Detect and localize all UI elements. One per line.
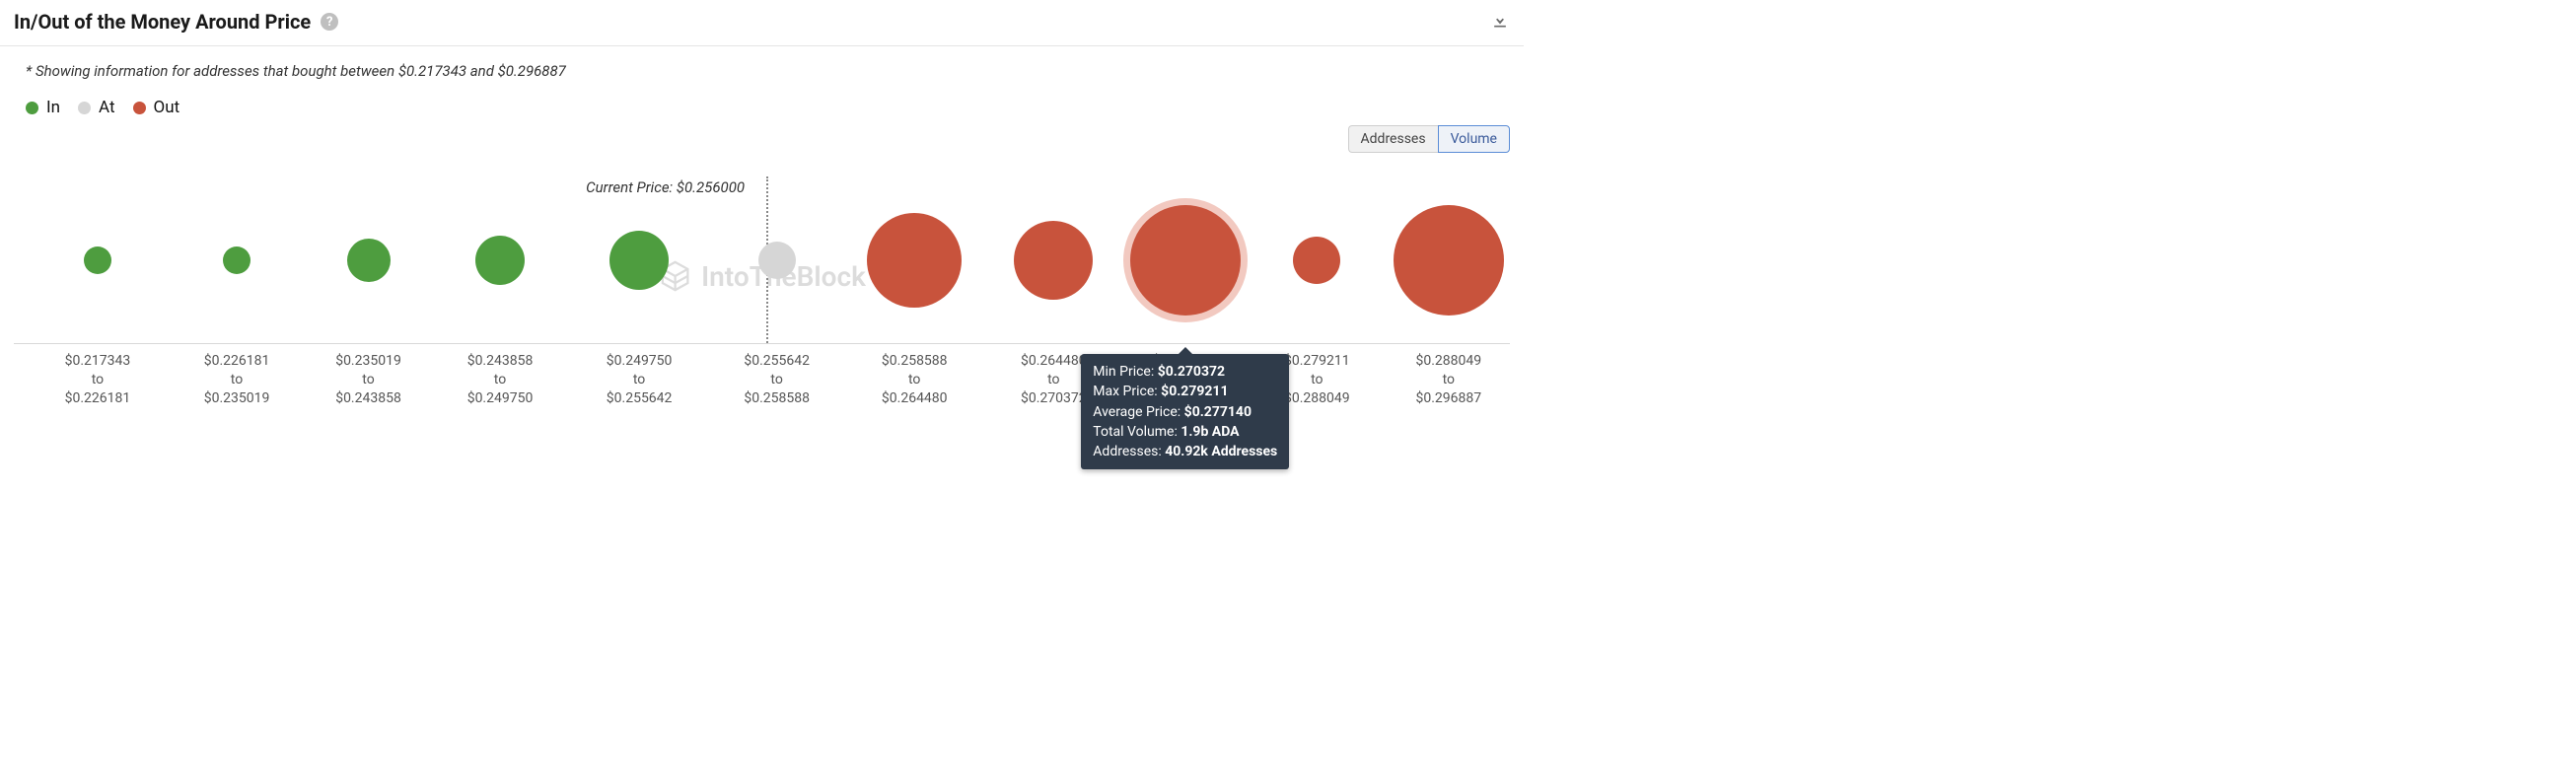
download-icon[interactable] [1490, 10, 1510, 34]
view-toggle-group: Addresses Volume [1348, 125, 1510, 153]
chart-bubble[interactable] [84, 246, 111, 274]
legend-label: Out [154, 98, 180, 117]
chart-container: Current Price: $0.256000 IntoTheBlock $0… [0, 176, 1524, 403]
x-axis-tick: $0.288049to$0.296887 [1415, 352, 1481, 408]
toggle-volume[interactable]: Volume [1438, 125, 1510, 153]
x-axis-tick: $0.235019to$0.243858 [335, 352, 401, 408]
legend-item-out[interactable]: Out [133, 98, 180, 117]
chart-bubble[interactable] [1130, 205, 1241, 316]
legend-dot-in [26, 102, 38, 114]
x-axis-tick: $0.243858to$0.249750 [467, 352, 534, 408]
help-icon[interactable]: ? [321, 13, 338, 31]
x-axis-tick: $0.258588to$0.264480 [882, 352, 948, 408]
x-axis-tick: $0.279211to$0.288049 [1284, 352, 1350, 408]
chart-bubble[interactable] [475, 236, 525, 285]
x-axis-tick: $0.255642to$0.258588 [744, 352, 810, 408]
chart-bubble[interactable] [758, 242, 796, 279]
bubble-chart[interactable]: IntoTheBlock [14, 176, 1510, 344]
subtitle-note: * Showing information for addresses that… [0, 46, 1524, 84]
legend-dot-at [78, 102, 91, 114]
view-toggle-row: Addresses Volume [0, 117, 1524, 153]
chart-tooltip: Min Price: $0.270372Max Price: $0.279211… [1081, 354, 1289, 469]
toggle-addresses[interactable]: Addresses [1348, 125, 1438, 153]
x-axis-tick: $0.249750to$0.255642 [607, 352, 673, 408]
chart-bubble[interactable] [1293, 237, 1340, 284]
x-axis-tick: $0.264480to$0.270372 [1021, 352, 1087, 408]
chart-bubble[interactable] [867, 213, 962, 308]
chart-bubble[interactable] [223, 246, 250, 274]
chart-header: In/Out of the Money Around Price ? [0, 0, 1524, 46]
legend-item-in[interactable]: In [26, 98, 60, 117]
x-axis-tick: $0.226181to$0.235019 [204, 352, 270, 408]
legend-label: In [46, 98, 60, 117]
page-title: In/Out of the Money Around Price [14, 10, 311, 34]
title-wrap: In/Out of the Money Around Price ? [14, 10, 338, 34]
legend: In At Out [0, 84, 1524, 117]
chart-bubble[interactable] [609, 231, 669, 290]
legend-item-at[interactable]: At [78, 98, 115, 117]
legend-dot-out [133, 102, 146, 114]
x-axis-tick: $0.217343to$0.226181 [65, 352, 131, 408]
chart-bubble[interactable] [347, 239, 391, 282]
chart-bubble[interactable] [1394, 205, 1504, 316]
chart-bubble[interactable] [1014, 221, 1093, 300]
legend-label: At [99, 98, 115, 117]
